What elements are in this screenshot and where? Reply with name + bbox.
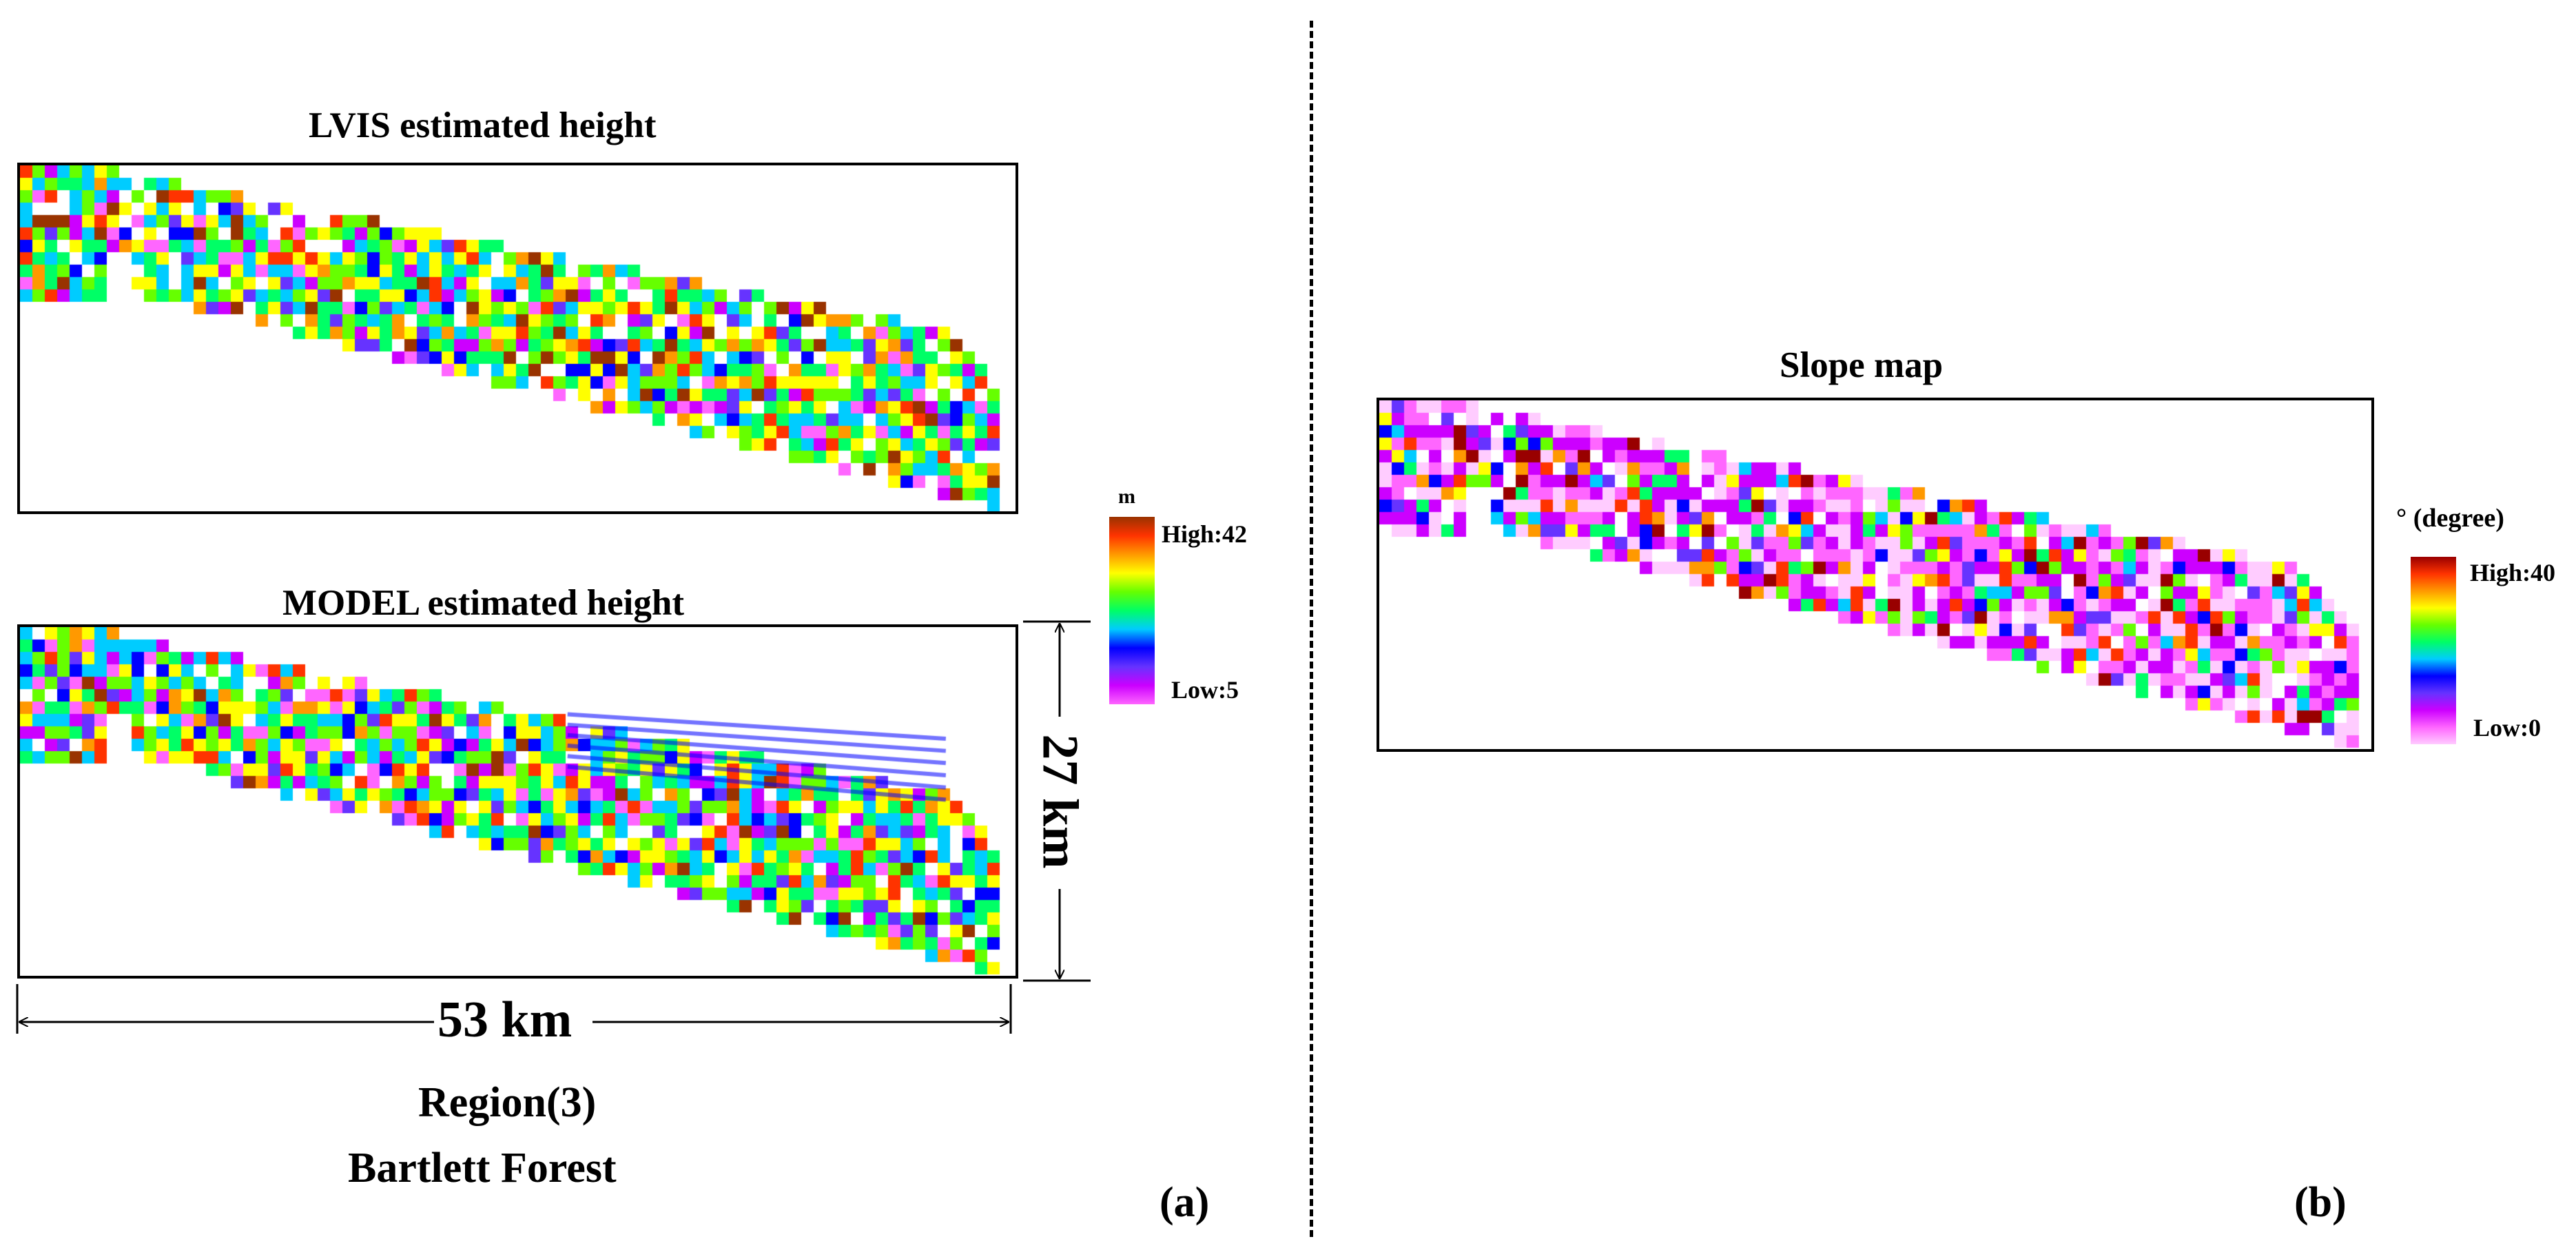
- dimension-height-label: 27 km: [1031, 734, 1089, 869]
- slope-legend-low: Low:0: [2473, 714, 2541, 741]
- slope-map-title: Slope map: [1780, 345, 1944, 385]
- model-map-title: MODEL estimated height: [282, 583, 684, 623]
- slope-legend-unit: ° (degree): [2396, 504, 2504, 533]
- lvis-map-title: LVIS estimated height: [309, 105, 657, 145]
- height-colorbar: [1109, 517, 1155, 704]
- height-legend-unit: m: [1118, 485, 1135, 508]
- slope-colorbar: [2411, 557, 2456, 744]
- model-height-raster: [20, 627, 1016, 976]
- lvis-height-map: [17, 163, 1018, 514]
- slope-legend-high: High:40: [2470, 559, 2556, 586]
- panel-divider: [1310, 21, 1313, 1237]
- region-forest-name: Bartlett Forest: [348, 1145, 617, 1191]
- panel-a-label: (a): [1160, 1179, 1210, 1226]
- panel-b-label: (b): [2294, 1179, 2347, 1226]
- height-legend-high: High:42: [1162, 520, 1248, 548]
- slope-map: [1377, 398, 2374, 752]
- lvis-height-raster: [20, 165, 1016, 511]
- slope-raster: [1379, 400, 2371, 749]
- height-legend-low: Low:5: [1171, 676, 1239, 704]
- model-height-map: [17, 624, 1018, 979]
- region-name: Region(3): [418, 1079, 597, 1126]
- dimension-width-label: 53 km: [437, 992, 573, 1048]
